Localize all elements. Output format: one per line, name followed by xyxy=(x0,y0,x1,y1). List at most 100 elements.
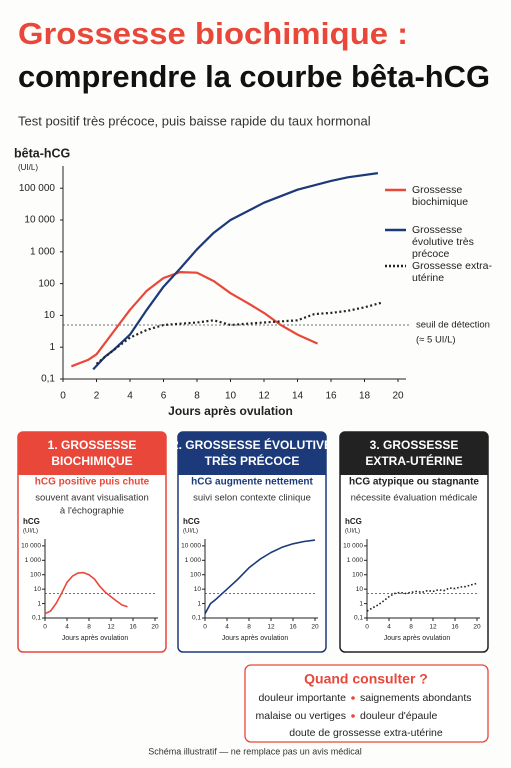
consult-item: douleur d'épaule xyxy=(360,710,437,722)
x-tick-label: 4 xyxy=(127,391,133,402)
x-tick-label: 18 xyxy=(359,391,371,402)
x-tick-label: 14 xyxy=(292,391,304,402)
y-tick-label: 100 xyxy=(190,571,201,578)
x-tick-label: 6 xyxy=(161,391,167,402)
y-tick-label: 10 xyxy=(194,586,202,593)
y-tick-label: 0,1 xyxy=(192,615,201,622)
series-line xyxy=(366,582,478,612)
x-axis-label: Jours après ovulation xyxy=(62,635,129,642)
card-subtitle: hCG atypique ou stagnante xyxy=(349,477,479,488)
y-tick-label: 10 000 xyxy=(24,215,55,226)
y-tick-label: 100 xyxy=(38,278,55,289)
card-subtitle: hCG positive puis chute xyxy=(35,477,150,488)
y-tick-label: 10 xyxy=(34,586,42,593)
y-axis-unit: (UI/L) xyxy=(183,529,198,535)
y-tick-label: 10 000 xyxy=(181,543,201,550)
bullet xyxy=(351,714,355,718)
series-line xyxy=(44,571,128,615)
card-header xyxy=(178,432,326,475)
series-line xyxy=(204,539,316,615)
y-tick-label: 1 xyxy=(37,600,41,607)
y-axis-label: hCG xyxy=(183,517,200,526)
x-tick-label: 0 xyxy=(43,624,47,631)
subtitle: Test positif très précoce, puis baisse r… xyxy=(18,113,371,128)
consult-item: malaise ou vertiges xyxy=(256,710,346,722)
title-line-2: comprendre la courbe bêta-hCG xyxy=(18,59,490,94)
card-title: 2. GROSSESSE ÉVOLUTIVE xyxy=(172,437,332,452)
x-tick-label: 12 xyxy=(267,624,275,631)
consult-item: doute de grossesse extra-utérine xyxy=(289,727,443,739)
x-tick-label: 4 xyxy=(65,624,69,631)
legend-label: Grossesse évolutive très précoce xyxy=(412,224,474,260)
y-axis-label: hCG xyxy=(345,517,362,526)
x-tick-label: 8 xyxy=(87,624,91,631)
y-tick-label: 1 000 xyxy=(30,246,55,257)
x-tick-label: 4 xyxy=(387,624,391,631)
y-tick-label: 10 000 xyxy=(21,543,41,550)
consult-box xyxy=(244,664,489,743)
y-axis-label: hCG xyxy=(23,517,40,526)
card-description: suivi selon contexte clinique xyxy=(193,493,311,504)
y-tick-label: 1 000 xyxy=(347,557,364,564)
x-tick-label: 12 xyxy=(429,624,437,631)
x-tick-label: 0 xyxy=(60,391,66,402)
x-axis-label: Jours après ovulation xyxy=(168,404,293,418)
x-axis-label: Jours après ovulation xyxy=(222,635,289,642)
x-tick-label: 8 xyxy=(409,624,413,631)
x-tick-label: 0 xyxy=(365,624,369,631)
series-line xyxy=(95,301,382,365)
y-axis-unit: (UI/L) xyxy=(345,529,360,535)
x-tick-label: 16 xyxy=(129,624,137,631)
card-description: souvent avant visualisation xyxy=(35,493,149,504)
series-line xyxy=(92,172,379,371)
footer: Schéma illustratif — ne remplace pas un … xyxy=(148,746,362,756)
x-tick-label: 20 xyxy=(151,624,159,631)
consult-title: Quand consulter ? xyxy=(304,671,428,687)
x-tick-label: 8 xyxy=(247,624,251,631)
bullet xyxy=(351,696,355,700)
x-axis-label: Jours après ovulation xyxy=(384,635,451,642)
x-tick-label: 12 xyxy=(258,391,270,402)
x-tick-label: 0 xyxy=(203,624,207,631)
x-tick-label: 16 xyxy=(289,624,297,631)
x-tick-label: 10 xyxy=(225,391,237,402)
card-header xyxy=(18,432,166,475)
y-tick-label: 10 xyxy=(356,586,364,593)
y-axis-label: bêta-hCG xyxy=(14,146,70,160)
y-tick-label: 10 000 xyxy=(343,543,363,550)
x-tick-label: 2 xyxy=(94,391,100,402)
card-title: TRÈS PRÉCOCE xyxy=(205,453,300,468)
x-tick-label: 20 xyxy=(311,624,319,631)
x-tick-label: 8 xyxy=(194,391,200,402)
x-tick-label: 12 xyxy=(107,624,115,631)
x-tick-label: 20 xyxy=(473,624,481,631)
card-description: à l'échographie xyxy=(60,506,124,517)
title-line-1: Grossesse biochimique : xyxy=(18,16,408,51)
x-tick-label: 4 xyxy=(225,624,229,631)
threshold-label: seuil de détection xyxy=(416,319,490,330)
y-tick-label: 10 xyxy=(44,310,56,321)
series-line xyxy=(71,271,319,368)
y-tick-label: 0,1 xyxy=(354,615,363,622)
card-subtitle: hCG augmente nettement xyxy=(191,477,313,488)
x-tick-label: 16 xyxy=(325,391,337,402)
card-header xyxy=(340,432,488,475)
y-tick-label: 100 xyxy=(352,571,363,578)
y-tick-label: 1 xyxy=(359,600,363,607)
x-tick-label: 16 xyxy=(451,624,459,631)
card-title: EXTRA-UTÉRINE xyxy=(365,453,462,468)
consult-item: douleur importante xyxy=(258,692,346,704)
y-tick-label: 100 000 xyxy=(19,183,56,194)
card-title: 3. GROSSESSE xyxy=(370,438,459,452)
consult-item: saignements abondants xyxy=(360,692,472,704)
y-tick-label: 1 xyxy=(197,600,201,607)
y-tick-label: 1 000 xyxy=(185,557,202,564)
y-tick-label: 100 xyxy=(30,571,41,578)
threshold-label: (≈ 5 UI/L) xyxy=(416,334,456,345)
y-tick-label: 0,1 xyxy=(32,615,41,622)
y-axis-unit: (UI/L) xyxy=(23,529,38,535)
y-tick-label: 1 000 xyxy=(25,557,42,564)
y-tick-label: 1 xyxy=(49,342,55,353)
x-tick-label: 20 xyxy=(392,391,404,402)
